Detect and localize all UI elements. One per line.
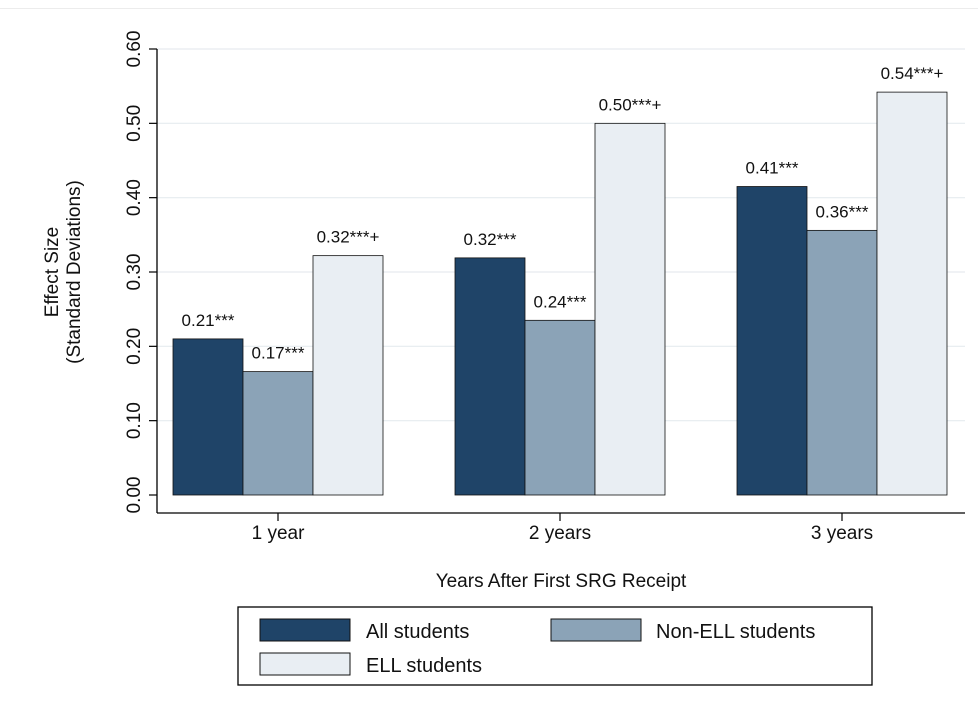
y-axis-title-line2: (Standard Deviations) [64,180,85,364]
bar-labels: 0.21*** 0.17*** 0.32***+ 0.32*** 0.24*** 0.50… [182,64,944,362]
y-tick-label: 0.30 [124,254,145,291]
legend-label-ell-students: ELL students [366,655,482,677]
bar-value-label: 0.50***+ [599,95,662,114]
y-axis: 0.00 0.10 0.20 0.30 0.40 0.50 0.60 [124,31,158,514]
y-axis-title-line1: Effect Size [42,227,63,317]
bar-value-label: 0.54***+ [881,64,944,83]
bar [172,338,244,496]
window-top-edge [0,0,978,9]
x-category-label: 3 years [811,523,873,544]
y-tick-label: 0.50 [124,105,145,142]
y-tick-label: 0.40 [124,179,145,216]
bar-value-label: 0.24*** [534,292,587,311]
legend-swatch-all-students [259,618,351,642]
bar-value-label: 0.32*** [464,230,517,249]
legend-swatch-ell-students [259,652,351,676]
bar [312,255,384,496]
bar-value-label: 0.41*** [746,159,799,178]
x-category-label: 1 year [252,523,305,544]
y-tick-label: 0.00 [124,477,145,514]
bar-value-label: 0.21*** [182,311,235,330]
bar [876,91,948,496]
bar [806,229,878,496]
legend-swatch-non-ell-students [550,618,642,642]
bar [524,319,596,496]
y-tick-label: 0.10 [124,402,145,439]
x-axis: 1 year 2 years 3 years [157,512,965,544]
bar-value-label: 0.17*** [252,344,305,363]
x-axis-title: Years After First SRG Receipt [436,571,687,592]
bars [172,91,948,496]
bar [594,122,666,496]
y-tick-label: 0.20 [124,328,145,365]
bar [736,186,808,496]
y-tick-label: 0.60 [124,31,145,68]
bar-value-label: 0.36*** [816,202,869,221]
legend-label-all-students: All students [366,621,469,643]
bar [454,257,526,496]
x-category-label: 2 years [529,523,591,544]
legend-label-non-ell-students: Non-ELL students [656,621,815,643]
bar-value-label: 0.32***+ [317,228,380,247]
legend: All students Non-ELL students ELL studen… [237,606,873,686]
bar [242,371,314,496]
